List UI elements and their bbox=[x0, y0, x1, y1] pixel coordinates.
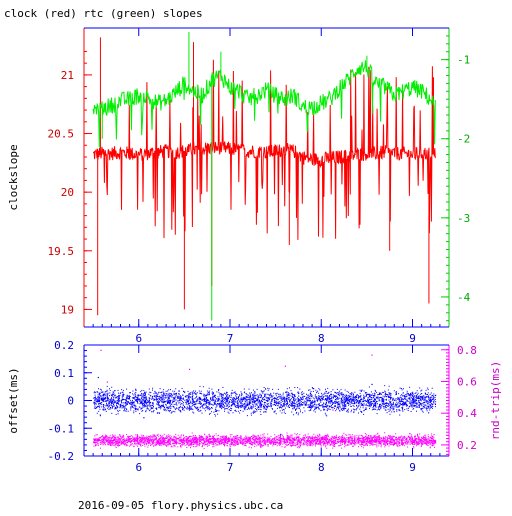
rnd-trip-points-outlier bbox=[106, 381, 109, 383]
bottom-left-tick-label: -0.2 bbox=[48, 450, 75, 463]
rnd-trip-points-outlier bbox=[334, 410, 337, 412]
top-left-tick-label: 20 bbox=[61, 186, 74, 199]
offset-points-outlier bbox=[371, 383, 373, 386]
offset-points-outlier bbox=[280, 433, 282, 435]
top-right-tick-label: -1 bbox=[457, 54, 470, 67]
offset-points-outlier bbox=[97, 376, 99, 379]
offset-points-outlier bbox=[143, 417, 145, 419]
bottom-x-tick-label: 9 bbox=[409, 461, 416, 474]
rnd-trip-points bbox=[93, 432, 437, 450]
rnd-trip-points-outlier bbox=[371, 354, 373, 356]
top-left-tick-label: 21 bbox=[61, 69, 74, 82]
rnd-trip-points-outlier bbox=[284, 365, 286, 367]
bottom-right-tick-label: 0.8 bbox=[457, 344, 477, 357]
top-x-tick-label: 7 bbox=[227, 332, 234, 345]
top-x-tick-label: 9 bbox=[409, 332, 416, 345]
top-right-tick-label: -4 bbox=[457, 291, 471, 304]
bottom-left-tick-label: 0 bbox=[67, 395, 74, 408]
bottom-left-tick-label: 0.1 bbox=[54, 367, 74, 380]
top-left-tick-label: 19.5 bbox=[48, 245, 75, 258]
rnd-trip-points-outlier bbox=[100, 349, 102, 351]
footer-text: 2016-09-05 flory.physics.ubc.ca bbox=[78, 499, 284, 512]
top-right-tick-label: -3 bbox=[457, 212, 470, 225]
bottom-x-tick-label: 7 bbox=[227, 461, 234, 474]
offset-points bbox=[93, 385, 437, 417]
bottom-right-tick-label: 0.2 bbox=[457, 439, 477, 452]
bottom-y-axis-label: offset(ms) bbox=[7, 367, 20, 433]
bottom-x-tick-label: 6 bbox=[135, 461, 142, 474]
bottom-right-tick-label: 0.4 bbox=[457, 407, 477, 420]
bottom-left-tick-label: -0.1 bbox=[48, 422, 75, 435]
bottom-right-tick-label: 0.6 bbox=[457, 375, 477, 388]
top-x-tick-label: 6 bbox=[135, 332, 142, 345]
top-y-axis-label: clockslope bbox=[7, 144, 20, 210]
bottom-right-axis-label: rnd-trip(ms) bbox=[489, 361, 502, 440]
top-left-tick-label: 19 bbox=[61, 303, 74, 316]
rtc-series-line bbox=[92, 60, 436, 148]
bottom-left-tick-label: 0.2 bbox=[54, 339, 74, 352]
rnd-trip-points-outlier bbox=[188, 368, 191, 370]
top-chart-title: clock (red) rtc (green) slopes bbox=[4, 7, 203, 20]
clock-series-line bbox=[92, 59, 436, 240]
top-x-tick-label: 8 bbox=[318, 332, 325, 345]
top-right-tick-label: -2 bbox=[457, 133, 470, 146]
top-left-tick-label: 20.5 bbox=[48, 128, 75, 141]
bottom-x-tick-label: 8 bbox=[318, 461, 325, 474]
